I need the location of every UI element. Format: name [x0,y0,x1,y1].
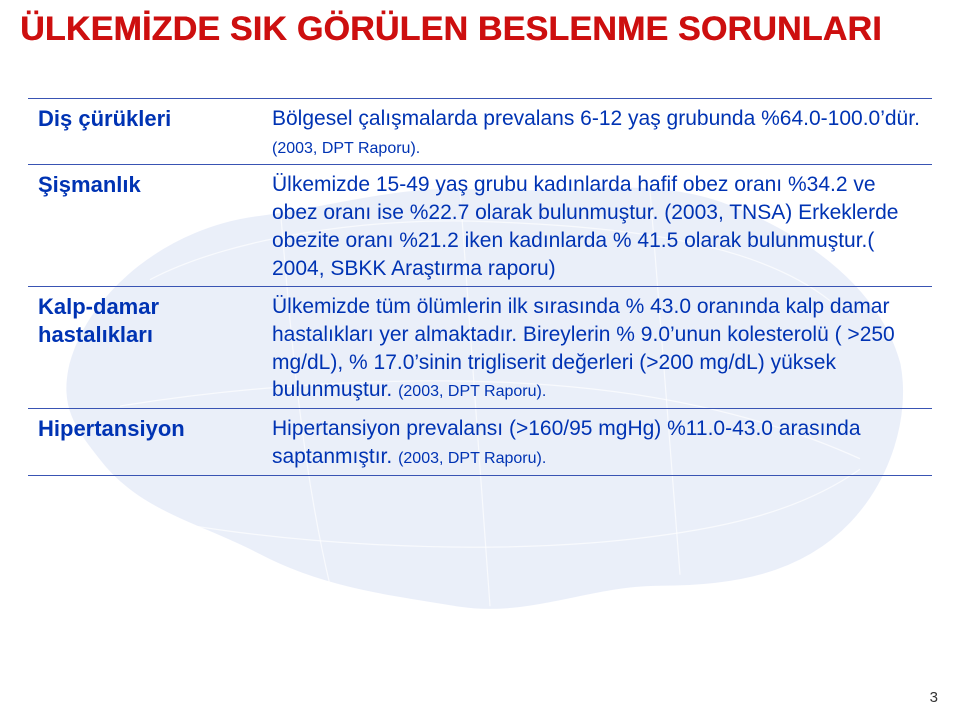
row-header: Kalp-damar hastalıkları [28,287,262,409]
page-number: 3 [930,689,938,706]
row-header: Şişmanlık [28,165,262,287]
row-body: Ülkemizde tüm ölümlerin ilk sırasında % … [262,287,932,409]
row-body: Bölgesel çalışmalarda prevalans 6-12 yaş… [262,99,932,165]
table-row: Hipertansiyon Hipertansiyon prevalansı (… [28,409,932,475]
content-table: Diş çürükleri Bölgesel çalışmalarda prev… [28,98,932,476]
table-row: Şişmanlık Ülkemizde 15-49 yaş grubu kadı… [28,165,932,287]
table-row: Kalp-damar hastalıkları Ülkemizde tüm öl… [28,287,932,409]
row-body: Hipertansiyon prevalansı (>160/95 mgHg) … [262,409,932,475]
table-row: Diş çürükleri Bölgesel çalışmalarda prev… [28,99,932,165]
slide: ÜLKEMİZDE SIK GÖRÜLEN BESLENME SORUNLARI… [0,0,960,720]
row-header: Diş çürükleri [28,99,262,165]
row-header: Hipertansiyon [28,409,262,475]
row-body: Ülkemizde 15-49 yaş grubu kadınlarda haf… [262,165,932,287]
slide-title: ÜLKEMİZDE SIK GÖRÜLEN BESLENME SORUNLARI [20,10,940,49]
